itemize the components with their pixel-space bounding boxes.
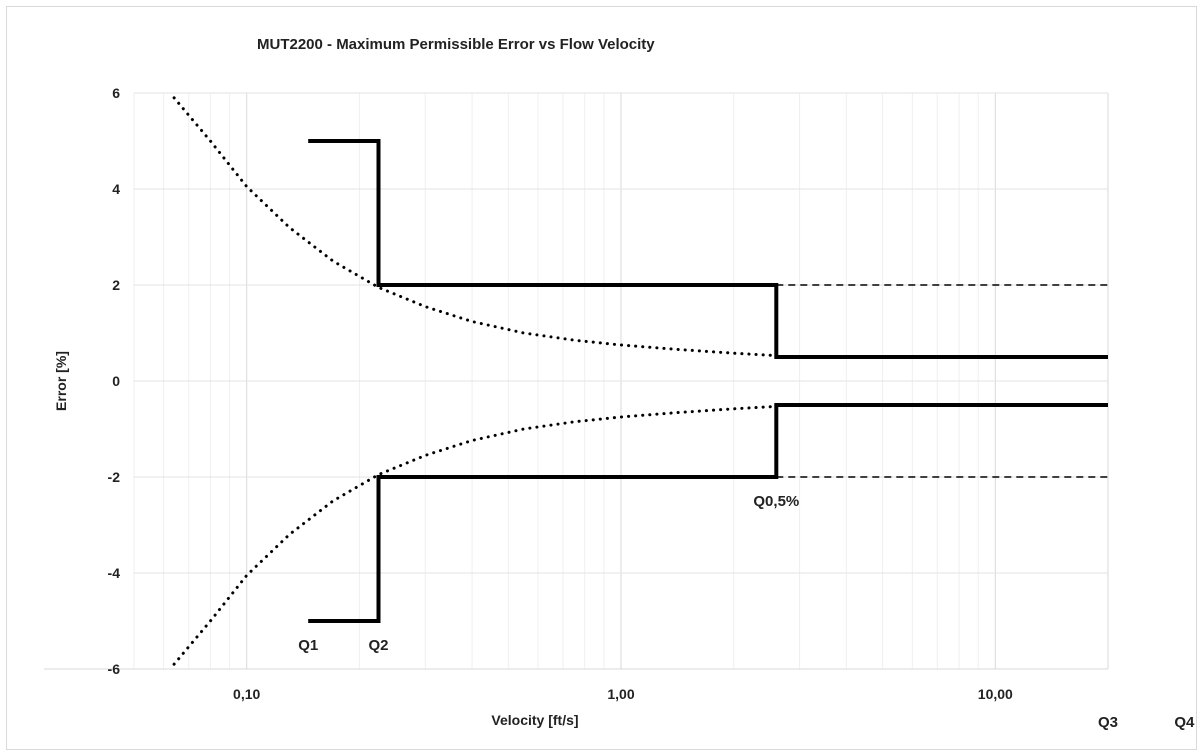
x-axis-label: Velocity [ft/s] bbox=[491, 712, 578, 728]
tick-labels: 6 4 2 0 -2 -4 -6 0,10 1,00 10,00 bbox=[108, 85, 1013, 702]
y-axis-label: Error [%] bbox=[53, 351, 69, 411]
x-tick-label: 10,00 bbox=[978, 686, 1013, 702]
series-line-5 bbox=[172, 96, 778, 358]
y-tick-label: -6 bbox=[108, 661, 121, 677]
series-line-6 bbox=[172, 404, 778, 666]
series-line-1 bbox=[308, 139, 1108, 359]
y-tick-label: 2 bbox=[112, 277, 120, 293]
annotations: Q1 Q2 Q0,5% Q3 Q4 bbox=[298, 493, 1195, 731]
series-group bbox=[172, 96, 1108, 666]
y-tick-label: 0 bbox=[112, 373, 120, 389]
chart-border bbox=[6, 6, 1197, 750]
series-line-2 bbox=[308, 403, 1108, 623]
annotation-label: Q3 bbox=[1098, 714, 1118, 731]
x-tick-label: 0,10 bbox=[233, 686, 260, 702]
x-tick-label: 1,00 bbox=[607, 686, 634, 702]
y-tick-label: -2 bbox=[108, 469, 121, 485]
annotation-label: Q4 bbox=[1174, 714, 1195, 731]
y-tick-label: 6 bbox=[112, 85, 120, 101]
y-tick-label: -4 bbox=[108, 565, 121, 581]
chart-title: MUT2200 - Maximum Permissible Error vs F… bbox=[257, 36, 655, 53]
annotation-label: Q1 bbox=[298, 637, 318, 654]
y-tick-label: 4 bbox=[112, 181, 120, 197]
annotation-label: Q0,5% bbox=[753, 493, 799, 510]
annotation-label: Q2 bbox=[369, 637, 389, 654]
